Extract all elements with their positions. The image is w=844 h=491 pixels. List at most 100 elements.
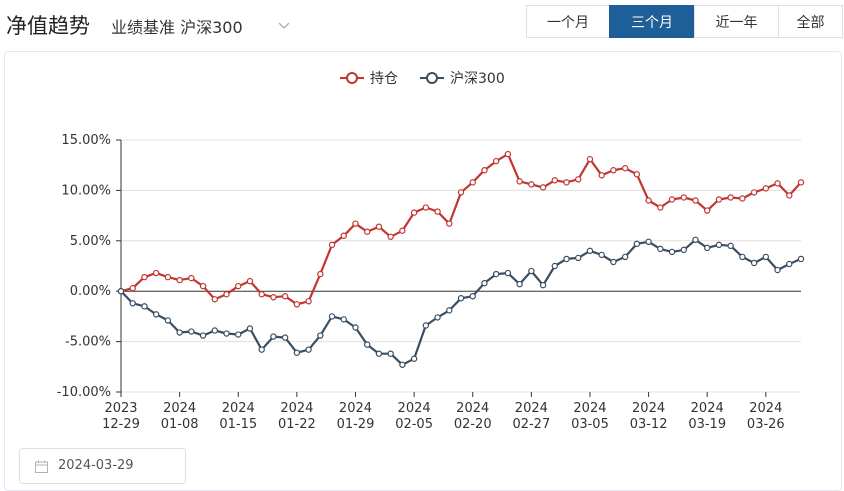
x-tick-label-date: 03-26 <box>747 417 785 432</box>
legend-item-0[interactable]: 持仓 <box>340 71 398 87</box>
legend-label: 持仓 <box>370 71 398 87</box>
x-tick-label-year: 2024 <box>632 401 665 416</box>
data-point <box>692 197 699 204</box>
data-point <box>188 274 195 282</box>
data-point <box>645 238 652 246</box>
x-tick-label-year: 2024 <box>691 401 724 416</box>
x-tick-label-date: 03-12 <box>630 417 668 432</box>
legend-swatch-marker <box>426 72 438 84</box>
data-point <box>281 334 289 341</box>
x-tick-label-date: 01-08 <box>161 417 199 432</box>
data-point <box>797 179 805 186</box>
data-point <box>387 350 394 357</box>
y-axis: 15.00% 10.00% 5.00% 0.00% -5.00% -10.00% <box>57 133 122 400</box>
data-point <box>563 255 570 263</box>
data-point <box>774 266 781 274</box>
series-0 <box>117 150 805 308</box>
data-point <box>211 327 218 334</box>
data-point <box>469 179 476 186</box>
data-point <box>680 194 687 201</box>
x-tick-label-year: 2024 <box>398 401 431 416</box>
x-tick-label-year: 2024 <box>456 401 489 416</box>
tab-all[interactable]: 全部 <box>778 5 843 38</box>
data-point <box>410 355 418 362</box>
series-line <box>120 153 802 306</box>
data-point <box>575 254 582 262</box>
data-point <box>621 165 629 172</box>
x-tick-label-year: 2024 <box>163 401 196 416</box>
x-axis: 202312-29202401-08202401-15202401-222024… <box>102 392 785 432</box>
data-point <box>270 294 277 301</box>
benchmark-label: 业绩基准 <box>111 18 176 37</box>
y-tick-label: 5.00% <box>70 234 111 249</box>
data-point <box>270 333 277 340</box>
data-point <box>551 177 558 184</box>
data-point <box>516 178 523 185</box>
tab-three-months[interactable]: 三个月 <box>609 5 695 38</box>
data-point <box>610 167 617 174</box>
data-point <box>668 248 676 256</box>
data-point <box>504 150 512 158</box>
data-point <box>786 260 793 268</box>
data-point <box>364 228 371 235</box>
data-point <box>258 346 265 353</box>
data-point <box>352 220 359 227</box>
data-point <box>715 241 723 249</box>
chart-grid <box>121 139 801 393</box>
data-point <box>152 269 160 277</box>
data-point <box>633 240 641 248</box>
legend-item-1[interactable]: 沪深300 <box>420 71 505 87</box>
x-tick-label-date: 01-29 <box>337 417 375 432</box>
data-point <box>610 258 617 266</box>
y-tick-label: 0.00% <box>70 284 111 299</box>
data-point <box>164 317 172 324</box>
data-point <box>774 180 781 187</box>
data-point <box>434 208 441 215</box>
data-point <box>727 194 734 201</box>
x-tick-label-date: 02-27 <box>512 417 550 432</box>
data-point <box>645 197 652 204</box>
legend-swatch-marker <box>346 72 358 84</box>
data-point <box>692 236 699 243</box>
data-point <box>481 167 488 174</box>
chevron-down-icon[interactable] <box>276 17 292 33</box>
data-point <box>340 232 347 239</box>
data-point <box>621 253 629 261</box>
data-point <box>117 288 125 295</box>
x-tick-label-date: 01-22 <box>278 417 316 432</box>
x-tick-label-date: 01-15 <box>219 417 257 432</box>
data-point <box>375 350 383 357</box>
data-point <box>399 227 406 234</box>
data-point <box>293 349 301 356</box>
data-point <box>516 280 523 288</box>
data-point <box>340 316 347 323</box>
data-point <box>387 233 394 240</box>
data-point <box>223 330 230 337</box>
tab-one-month[interactable]: 一个月 <box>526 5 610 38</box>
data-point <box>551 262 558 270</box>
data-point <box>281 293 289 300</box>
data-point <box>223 291 230 298</box>
nav-trend-chart: 持仓 沪深300 15.00% 10.00% 5.00% 0.00% -5.00% -10.… <box>57 71 805 432</box>
data-point <box>715 196 723 203</box>
chart-legend: 持仓 沪深300 <box>340 71 505 87</box>
period-tabs: 一个月 三个月 近一年 全部 <box>526 5 843 38</box>
data-point <box>727 242 734 250</box>
data-point <box>305 346 312 353</box>
data-point <box>293 301 301 308</box>
data-point <box>375 223 383 230</box>
data-point <box>211 296 218 303</box>
series-1 <box>117 236 805 368</box>
data-point <box>492 270 500 278</box>
data-point <box>657 204 664 211</box>
date-picker[interactable]: 2024-03-29 <box>19 448 186 484</box>
x-tick-label-date: 02-20 <box>454 417 492 432</box>
data-point <box>235 331 242 338</box>
data-point <box>762 253 770 261</box>
x-tick-label-date: 12-29 <box>102 417 140 432</box>
x-tick-label-year: 2024 <box>749 401 782 416</box>
x-tick-label-date: 03-05 <box>571 417 609 432</box>
benchmark-selector[interactable]: 业绩基准 沪深300 <box>111 14 243 38</box>
data-point <box>434 314 441 321</box>
data-point <box>739 195 746 202</box>
